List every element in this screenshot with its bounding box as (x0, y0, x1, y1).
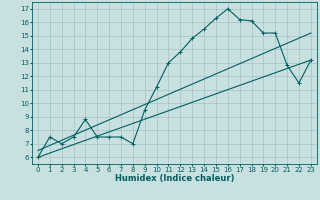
X-axis label: Humidex (Indice chaleur): Humidex (Indice chaleur) (115, 174, 234, 183)
